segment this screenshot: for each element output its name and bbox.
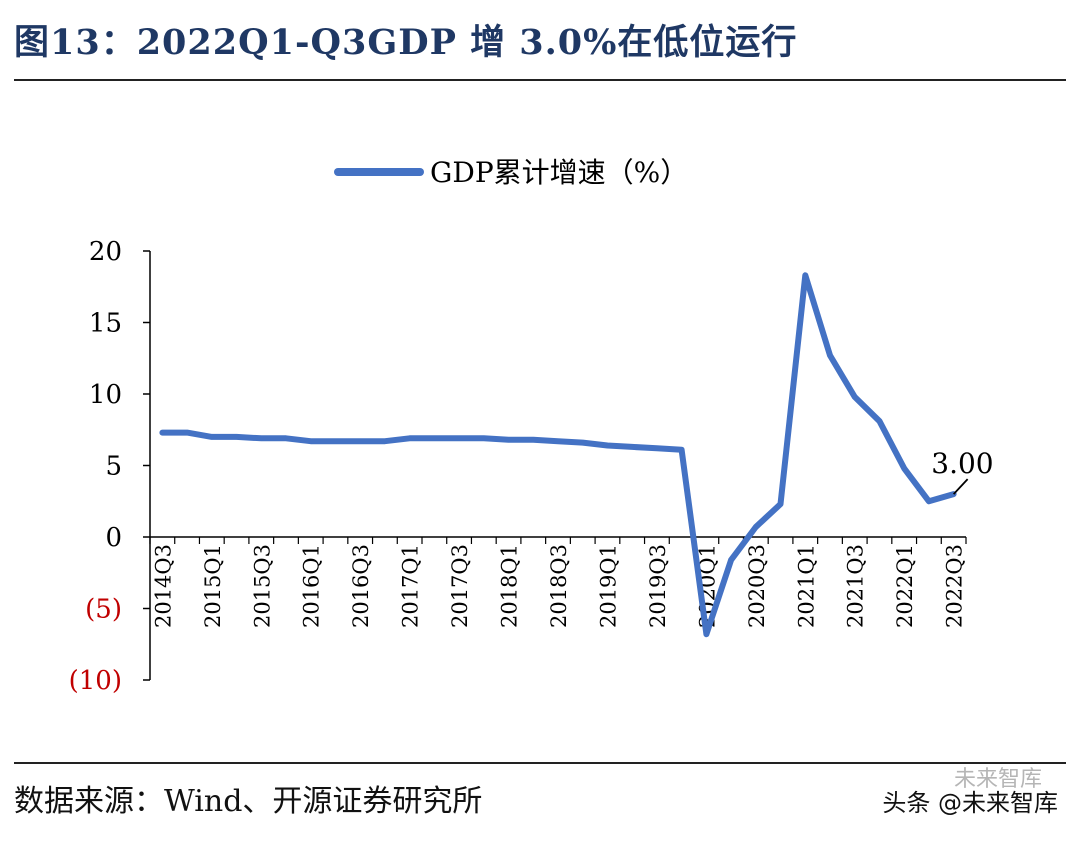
x-tick-label: 2022Q3 [943, 544, 967, 628]
watermark: 未来智库 头条 @未来智库 [882, 767, 1058, 818]
data-point [753, 524, 759, 530]
x-tick-label: 2021Q1 [794, 544, 818, 628]
chart-title: 图13：2022Q1-Q3GDP 增 3.0%在低位运行 [14, 22, 798, 63]
y-tick-label: (5) [85, 595, 122, 625]
data-point [357, 438, 363, 444]
x-tick-label: 2015Q3 [250, 544, 274, 628]
series-layer [159, 272, 957, 638]
data-point [901, 465, 907, 471]
data-point [827, 352, 833, 358]
footer-divider [14, 762, 1066, 764]
x-tick-label: 2021Q3 [844, 544, 868, 628]
data-point [530, 437, 536, 443]
x-tick-label: 2022Q1 [893, 544, 917, 628]
x-tick-label: 2015Q1 [201, 544, 225, 628]
data-point [184, 430, 190, 436]
y-tick-label: (10) [69, 666, 122, 696]
annotation-layer: 3.00 [931, 447, 994, 495]
data-point [506, 437, 512, 443]
x-tick-label: 2017Q3 [448, 544, 472, 628]
legend-label: GDP累计增速（%） [430, 156, 688, 189]
data-point [778, 501, 784, 507]
x-tick-label: 2017Q1 [399, 544, 423, 628]
y-tick-label: 5 [105, 452, 122, 482]
x-tick-labels: 2014Q3 2015Q1 2015Q3 2016Q1 2016Q3 2017Q1 2017… [149, 537, 967, 628]
data-point [159, 430, 165, 436]
data-source: 数据来源：Wind、开源证券研究所 [14, 784, 483, 819]
data-point [728, 557, 734, 563]
data-point [456, 435, 462, 441]
y-tick-label: 15 [89, 309, 122, 339]
data-point [407, 435, 413, 441]
data-point [580, 440, 586, 446]
data-point [604, 442, 610, 448]
data-point [382, 438, 388, 444]
title-divider [14, 79, 1066, 81]
data-point [308, 438, 314, 444]
data-point [926, 498, 932, 504]
data-point [852, 394, 858, 400]
data-point [555, 438, 561, 444]
y-tick-labels: 20 15 10 5 0 (5) (10) [69, 237, 150, 696]
data-point [234, 434, 240, 440]
data-point [481, 435, 487, 441]
x-tick-label: 2019Q1 [596, 544, 620, 628]
data-point [283, 435, 289, 441]
x-tick-label: 2014Q3 [151, 544, 175, 628]
x-tick-label: 2019Q3 [646, 544, 670, 628]
x-tick-label: 2018Q1 [498, 544, 522, 628]
data-point [209, 434, 215, 440]
legend: GDP累计增速（%） [334, 156, 688, 189]
data-point [703, 631, 709, 637]
y-tick-label: 20 [89, 237, 122, 267]
x-tick-label: 2016Q3 [349, 544, 373, 628]
data-point [332, 438, 338, 444]
data-point [654, 445, 660, 451]
data-point [629, 444, 635, 450]
annotation-label: 3.00 [931, 447, 993, 480]
x-tick-label: 2016Q1 [300, 544, 324, 628]
x-tick-label: 2020Q3 [745, 544, 769, 628]
watermark-ghost: 未来智库 [953, 767, 1042, 792]
annotation-leader [952, 478, 969, 495]
watermark-text: 头条 @未来智库 [882, 789, 1058, 817]
data-point [431, 435, 437, 441]
data-point [258, 435, 264, 441]
y-tick-label: 0 [105, 523, 122, 553]
data-point [876, 418, 882, 424]
data-point [679, 447, 685, 453]
data-point [802, 272, 808, 278]
x-tick-label: 2018Q3 [547, 544, 571, 628]
y-tick-label: 10 [89, 380, 122, 410]
